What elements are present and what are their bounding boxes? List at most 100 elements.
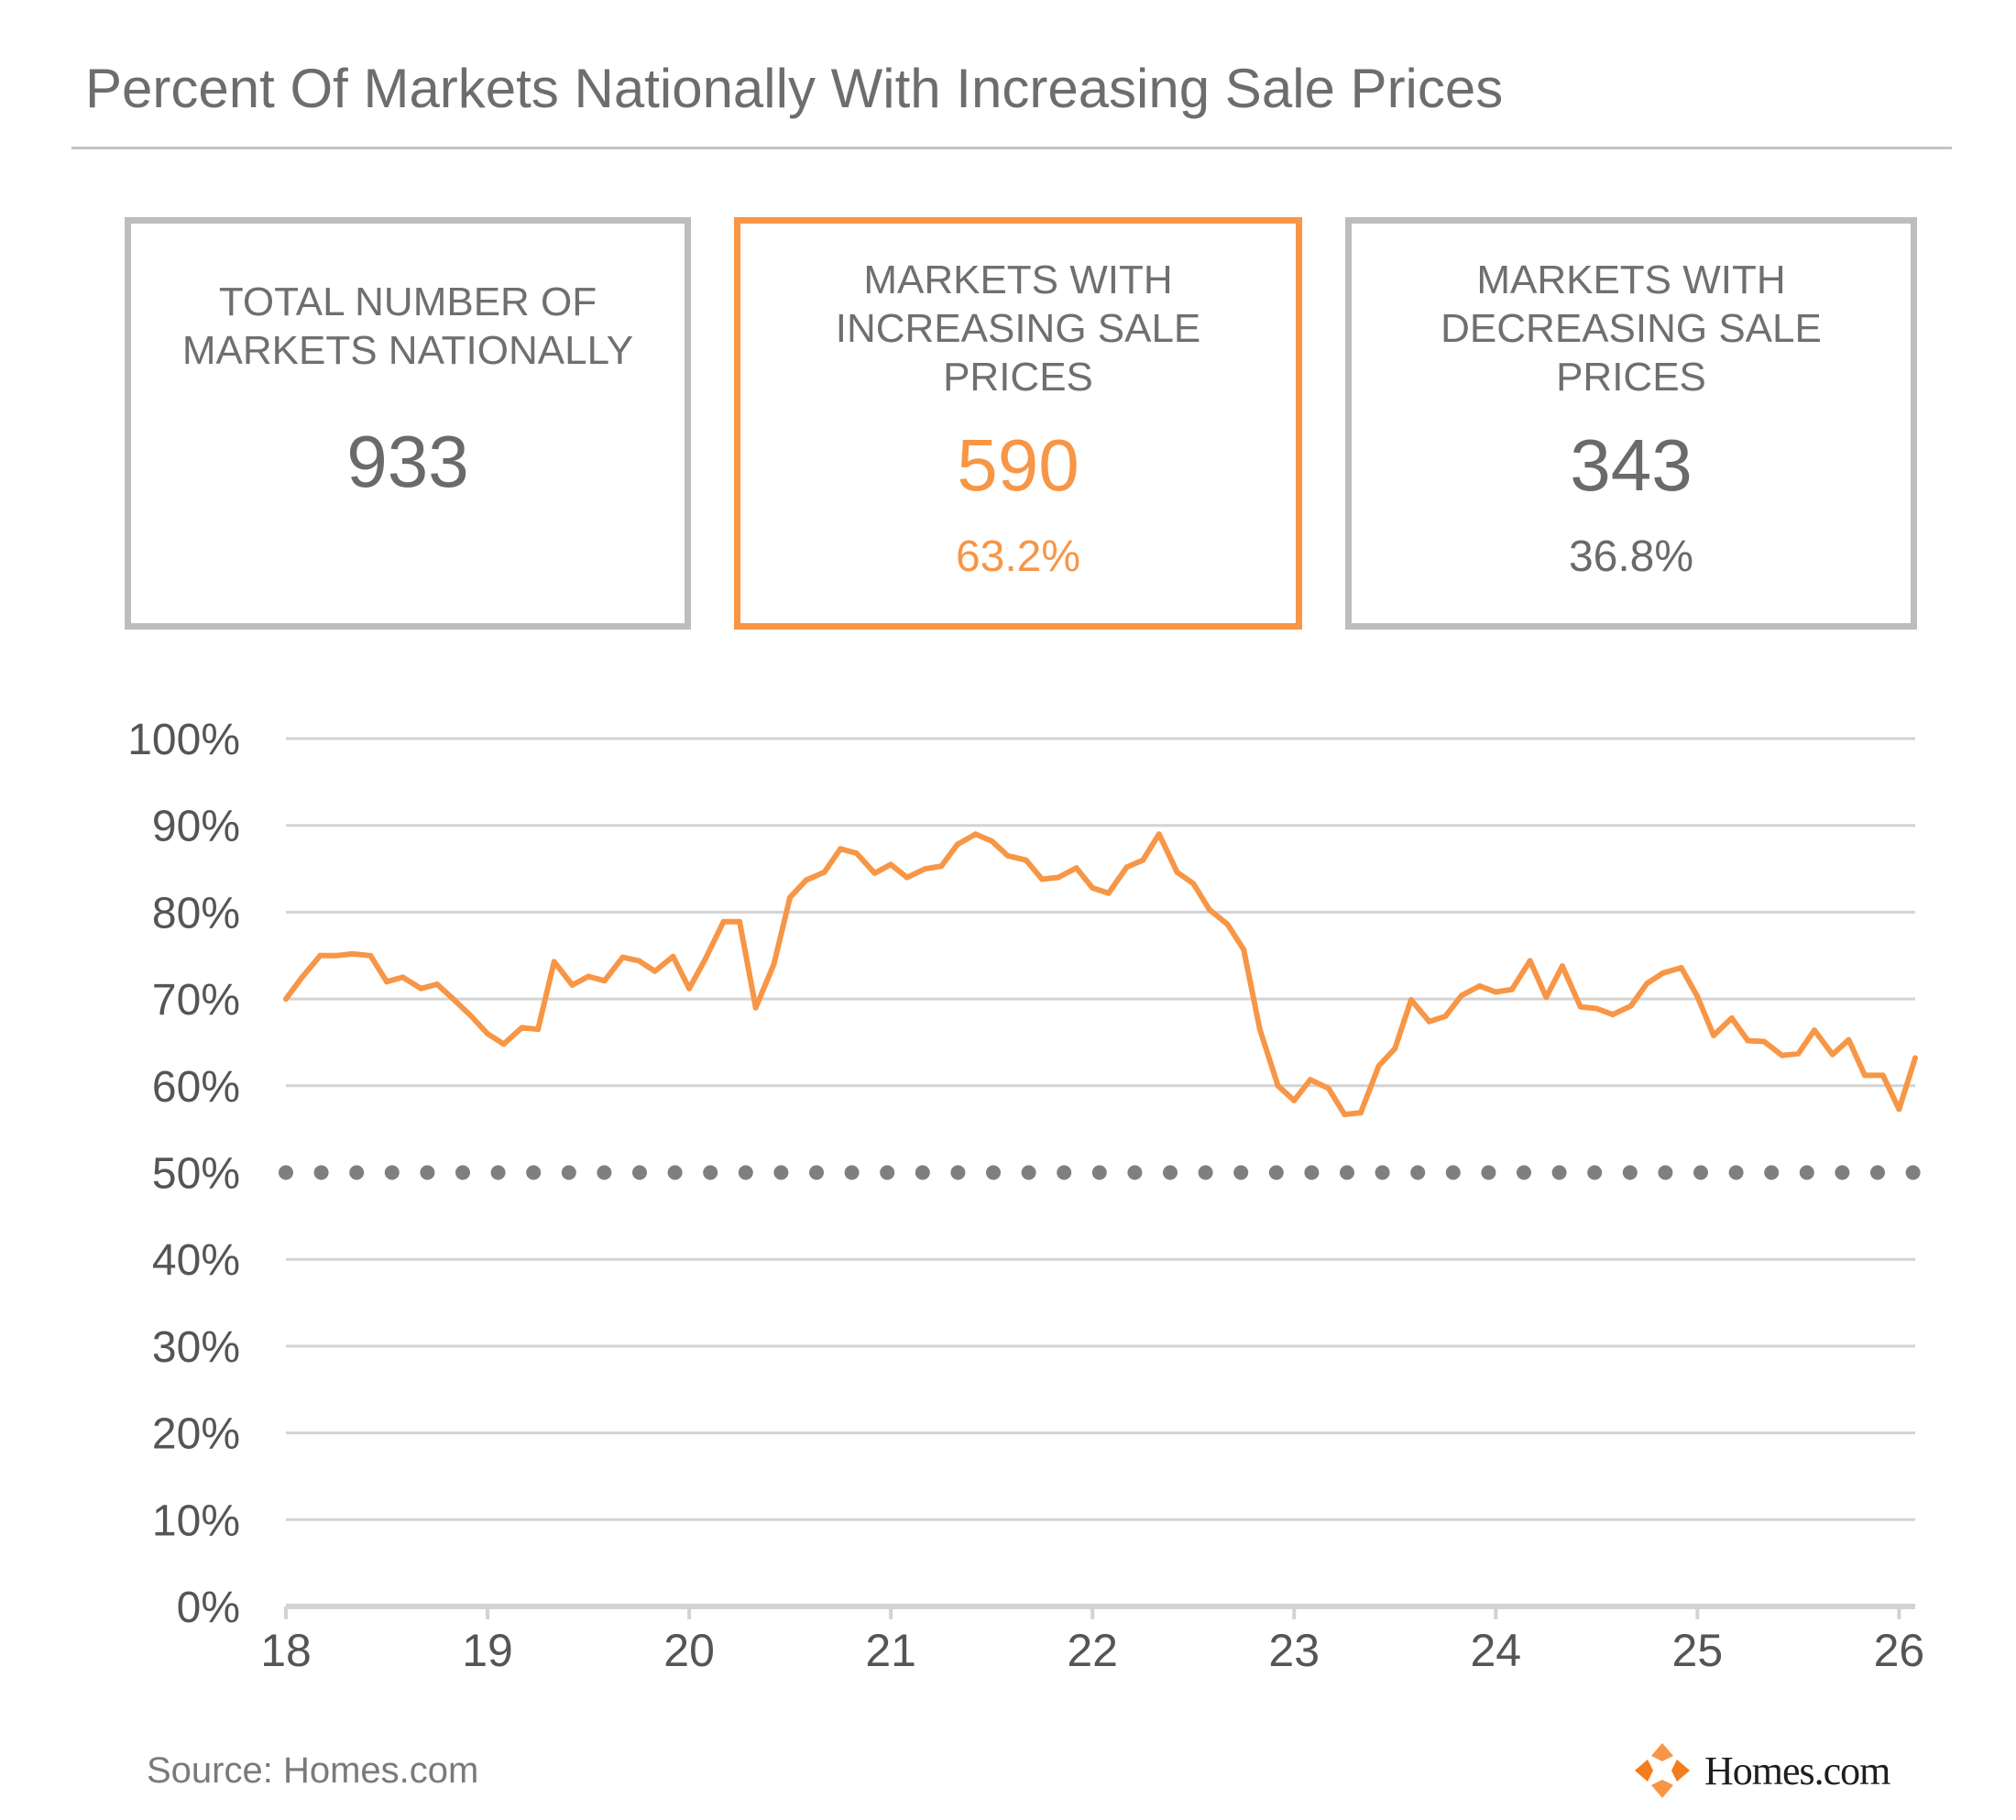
- card-decreasing-label: MARKETS WITH DECREASING SALE PRICES: [1441, 258, 1822, 400]
- data-point: [821, 869, 827, 875]
- card-decreasing-percent: 36.8%: [1568, 532, 1694, 581]
- data-point: [1090, 884, 1096, 891]
- y-tick-label: 60%: [152, 1063, 240, 1112]
- data-point: [1745, 1037, 1751, 1044]
- data-point: [702, 956, 708, 962]
- data-point: [535, 1026, 542, 1033]
- data-point: [1392, 1046, 1398, 1052]
- card-increasing-percent: 63.2%: [955, 532, 1081, 581]
- card-increasing-label: MARKETS WITH INCREASING SALE PRICES: [835, 258, 1201, 400]
- y-tick-label: 30%: [152, 1323, 240, 1372]
- data-point: [737, 918, 743, 925]
- data-point: [803, 877, 809, 883]
- card-total-label: TOTAL NUMBER OF MARKETS NATIONALLY: [181, 280, 634, 373]
- y-tick-label: 50%: [152, 1150, 240, 1199]
- data-point: [1156, 831, 1162, 838]
- data-point: [450, 996, 456, 1003]
- data-point: [1559, 963, 1565, 970]
- data-point: [1055, 874, 1061, 881]
- data-point: [349, 950, 356, 957]
- data-point: [1023, 857, 1029, 863]
- data-point: [1493, 989, 1499, 995]
- data-point: [972, 831, 979, 838]
- data-point: [1896, 1106, 1902, 1113]
- data-point: [1779, 1052, 1785, 1058]
- brand-logo: Homes.com: [1633, 1738, 1890, 1804]
- data-point: [922, 866, 928, 872]
- data-point: [1408, 997, 1414, 1003]
- x-tick-label: 19: [462, 1625, 513, 1676]
- data-point: [752, 1004, 759, 1011]
- data-point: [1795, 1050, 1802, 1057]
- homes-logo-icon: [1635, 1743, 1690, 1798]
- card-increasing-value: 590: [957, 424, 1079, 506]
- data-point: [586, 973, 592, 980]
- data-point: [418, 985, 424, 992]
- x-tick-label: 26: [1874, 1625, 1925, 1676]
- data-point: [1458, 992, 1464, 999]
- data-point: [334, 952, 339, 959]
- data-point: [1508, 986, 1515, 992]
- data-point: [1307, 1077, 1313, 1083]
- y-tick-label: 100%: [127, 716, 240, 764]
- data-point: [569, 981, 575, 988]
- data-point: [1375, 1063, 1382, 1069]
- x-tick-label: 25: [1672, 1625, 1724, 1676]
- data-point: [1879, 1072, 1886, 1079]
- data-point: [317, 952, 323, 959]
- data-point: [1357, 1110, 1364, 1116]
- data-point: [720, 918, 727, 925]
- data-point: [1256, 1026, 1263, 1033]
- data-point: [1325, 1085, 1331, 1091]
- data-point: [485, 1031, 490, 1036]
- y-tick-label: 80%: [152, 889, 240, 937]
- data-point: [670, 953, 676, 959]
- data-point: [1004, 852, 1011, 859]
- data-point: [1527, 958, 1533, 964]
- data-point: [989, 838, 995, 844]
- x-tick-label: 23: [1268, 1625, 1320, 1676]
- data-point: [1829, 1051, 1835, 1058]
- data-point: [1206, 906, 1212, 913]
- x-tick-label: 21: [865, 1625, 916, 1676]
- x-tick-label: 18: [260, 1625, 312, 1676]
- data-point: [1073, 865, 1079, 872]
- data-point: [1442, 1014, 1449, 1019]
- data-point: [400, 974, 406, 981]
- data-point: [1644, 981, 1650, 987]
- card-total-value: 933: [346, 421, 469, 502]
- data-point: [1711, 1032, 1716, 1038]
- data-point: [1577, 1003, 1583, 1010]
- data-point: [551, 959, 557, 965]
- data-point: [1812, 1027, 1817, 1034]
- data-point: [299, 974, 305, 981]
- data-point: [468, 1014, 475, 1019]
- data-point: [1342, 1112, 1348, 1118]
- data-point: [787, 894, 794, 901]
- y-tick-label: 40%: [152, 1236, 240, 1285]
- data-point: [1241, 947, 1247, 953]
- data-point: [1678, 965, 1684, 970]
- data-point: [1426, 1018, 1432, 1025]
- x-tick-label: 20: [663, 1625, 715, 1676]
- data-point: [1761, 1038, 1767, 1045]
- data-point: [954, 841, 960, 848]
- data-point: [1105, 890, 1112, 896]
- data-point: [636, 958, 642, 964]
- data-point: [904, 874, 910, 881]
- data-point: [1174, 869, 1180, 875]
- data-point: [500, 1041, 507, 1047]
- data-point: [1140, 857, 1146, 863]
- x-tick-label: 24: [1470, 1625, 1521, 1676]
- card-decreasing-value: 343: [1570, 424, 1693, 506]
- x-tick-label: 22: [1067, 1625, 1118, 1676]
- data-point: [1039, 876, 1046, 883]
- source-note: Source: Homes.com: [147, 1750, 479, 1791]
- data-point: [1627, 1003, 1634, 1009]
- data-point: [1594, 1005, 1600, 1012]
- data-point: [871, 870, 878, 876]
- data-point: [1728, 1014, 1735, 1021]
- data-point: [1190, 881, 1197, 887]
- card-decreasing-markets: MARKETS WITH DECREASING SALE PRICES 343 …: [1345, 217, 1917, 630]
